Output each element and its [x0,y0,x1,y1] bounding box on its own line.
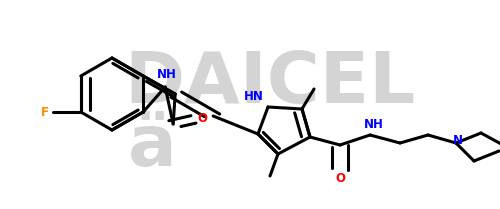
Text: DAICEL: DAICEL [124,49,416,118]
Text: ä: ä [128,112,177,181]
Text: F: F [41,106,49,119]
Text: O: O [197,112,207,125]
Text: HN: HN [244,90,264,103]
Text: O: O [335,172,345,185]
Text: NH: NH [157,69,177,82]
Text: N: N [453,135,463,148]
Text: NH: NH [364,119,384,131]
